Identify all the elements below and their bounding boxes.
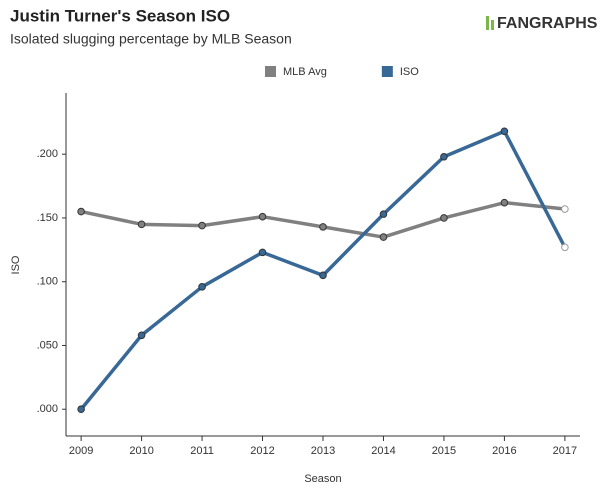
chart-subtitle: Isolated slugging percentage by MLB Seas… xyxy=(10,31,292,47)
y-tick-label: .000 xyxy=(37,403,58,415)
x-axis-label: Season xyxy=(304,473,341,485)
x-tick-label: 2015 xyxy=(432,445,456,457)
x-tick-label: 2016 xyxy=(492,445,516,457)
data-point xyxy=(198,221,206,230)
logo-icon xyxy=(491,20,494,30)
y-axis-label: ISO xyxy=(10,255,22,274)
x-tick-label: 2014 xyxy=(371,445,395,457)
data-point xyxy=(561,205,569,213)
data-point xyxy=(198,283,206,291)
y-tick-label: .100 xyxy=(37,276,58,288)
data-point xyxy=(77,405,85,414)
data-point xyxy=(319,223,327,231)
data-point xyxy=(319,271,327,280)
data-point xyxy=(77,207,85,216)
data-point xyxy=(137,331,146,340)
data-point xyxy=(500,127,509,136)
y-tick-label: .200 xyxy=(37,148,58,160)
chart-title: Justin Turner's Season ISO xyxy=(10,6,230,25)
legend-swatch xyxy=(381,66,393,77)
logo-icon xyxy=(486,16,489,30)
data-point xyxy=(379,233,388,241)
x-tick-label: 2013 xyxy=(311,445,335,457)
data-point xyxy=(440,214,448,222)
legend-swatch xyxy=(265,66,276,77)
series-line xyxy=(79,129,567,411)
legend-label: MLB Avg xyxy=(283,66,327,78)
data-point xyxy=(440,152,448,161)
data-point xyxy=(258,248,267,257)
x-tick-label: 2017 xyxy=(553,445,577,457)
data-point xyxy=(258,212,267,221)
data-point xyxy=(137,220,146,229)
series-line xyxy=(80,200,566,239)
x-tick-label: 2011 xyxy=(190,445,214,457)
y-tick-label: .150 xyxy=(37,212,58,224)
data-point xyxy=(561,243,569,252)
y-tick-label: .050 xyxy=(37,339,58,351)
data-point xyxy=(500,198,509,207)
data-point xyxy=(379,210,388,218)
logo: FANGRAPHS xyxy=(497,15,598,32)
x-tick-label: 2012 xyxy=(250,445,274,457)
legend-label: ISO xyxy=(400,66,419,78)
x-tick-label: 2009 xyxy=(69,445,93,457)
x-tick-label: 2010 xyxy=(129,445,153,457)
